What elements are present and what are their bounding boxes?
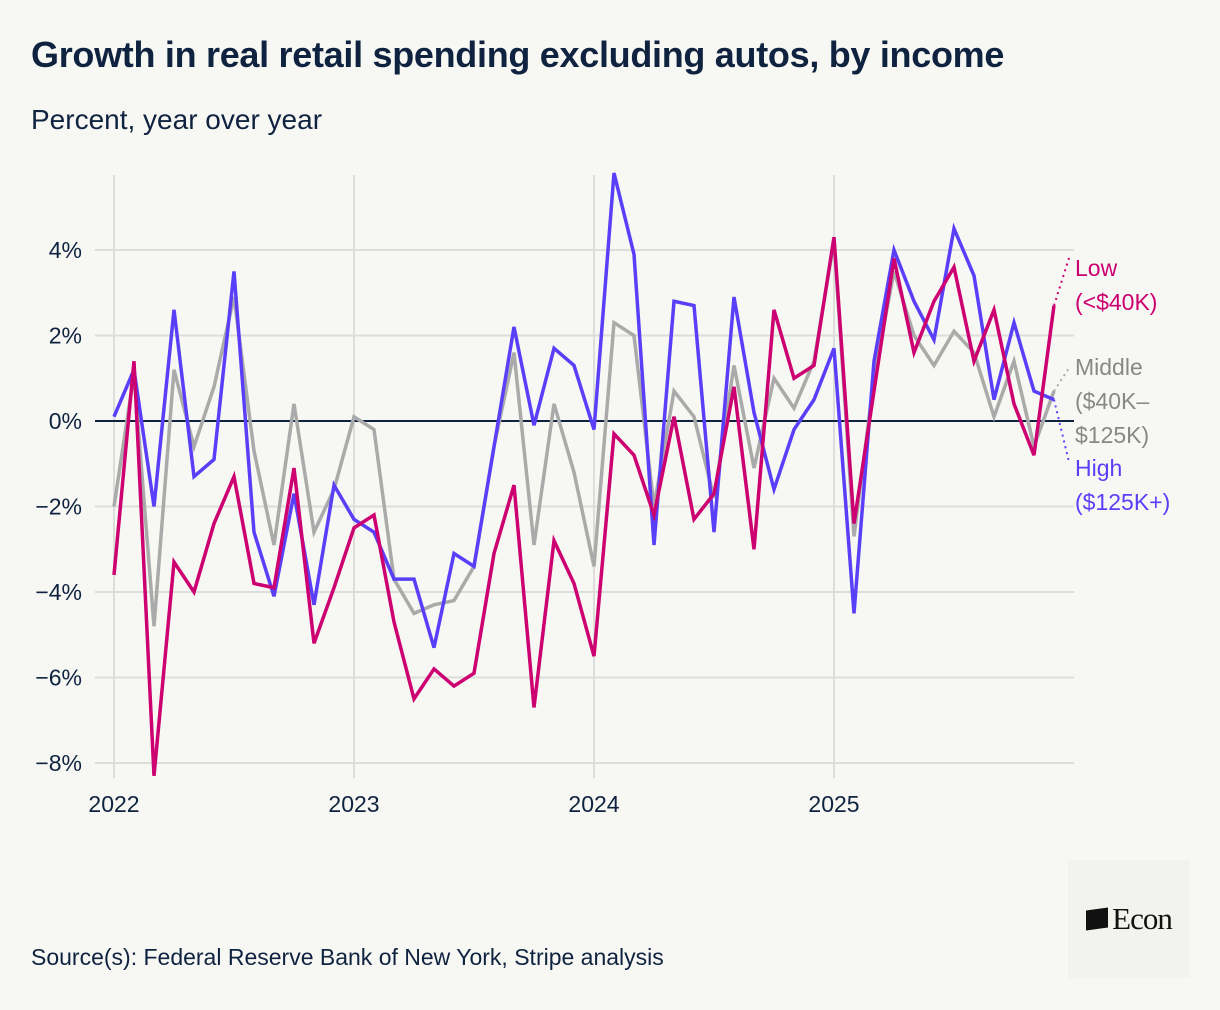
series-label-middle: Middle — [1075, 354, 1143, 380]
series-line-low — [112, 236, 1056, 776]
series-label-middle: ($40K– — [1075, 388, 1149, 414]
y-tick-label: −6% — [35, 665, 82, 691]
label-connector — [1053, 367, 1070, 392]
chart-subtitle: Percent, year over year — [31, 104, 323, 135]
econ-logo: Econ — [1068, 860, 1190, 978]
series-label-middle: $125K) — [1075, 422, 1149, 448]
y-tick-label: −2% — [35, 494, 82, 520]
series-label-high: ($125K+) — [1075, 489, 1170, 515]
series-label-low: Low — [1075, 255, 1118, 281]
series-label-high: High — [1075, 455, 1122, 481]
x-tick-label: 2023 — [328, 791, 379, 817]
logo-text: Econ — [1112, 901, 1173, 936]
y-tick-label: −4% — [35, 579, 82, 605]
x-tick-label: 2025 — [808, 791, 859, 817]
x-tick-label: 2024 — [568, 791, 619, 817]
series-line-high — [112, 172, 1055, 649]
series-label-low: (<$40K) — [1075, 289, 1157, 315]
y-tick-label: −8% — [35, 750, 82, 776]
y-tick-label: 0% — [49, 408, 82, 434]
label-connector — [1053, 399, 1070, 463]
y-tick-label: 2% — [49, 323, 82, 349]
label-connector — [1053, 257, 1070, 306]
x-tick-label: 2022 — [88, 791, 139, 817]
y-tick-label: 4% — [49, 237, 82, 263]
source-note: Source(s): Federal Reserve Bank of New Y… — [31, 944, 664, 970]
logo-mark-icon — [1086, 907, 1109, 931]
chart-title: Growth in real retail spending excluding… — [31, 34, 1005, 75]
